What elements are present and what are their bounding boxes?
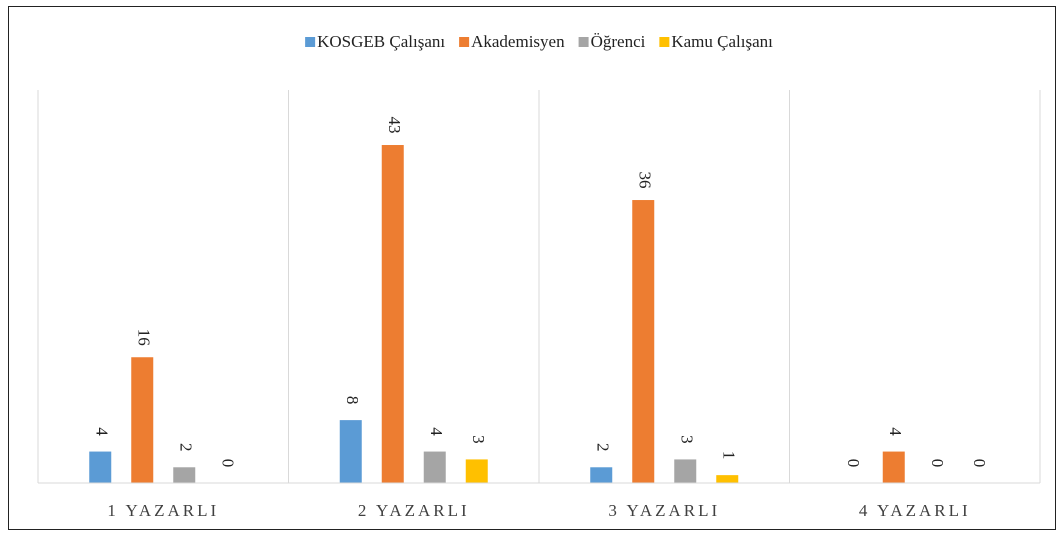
data-label: 36	[635, 172, 654, 189]
data-label: 0	[970, 459, 989, 468]
data-label: 3	[677, 435, 696, 444]
bar	[674, 459, 697, 483]
legend-swatch	[578, 37, 589, 47]
data-label: 4	[886, 427, 905, 436]
bar	[131, 357, 154, 483]
data-label: 1	[719, 451, 738, 460]
bar	[590, 467, 613, 483]
data-label: 0	[218, 459, 237, 468]
bar	[423, 451, 446, 483]
x-tick-label: 3 YAZARLI	[608, 501, 720, 520]
bar	[882, 451, 905, 483]
data-label: 4	[427, 427, 446, 436]
bar	[381, 145, 404, 483]
bar	[339, 420, 362, 483]
x-tick-label: 1 YAZARLI	[107, 501, 219, 520]
bar	[716, 475, 739, 483]
bar	[89, 451, 112, 483]
bar	[465, 459, 488, 483]
data-label: 2	[593, 443, 612, 452]
bar	[632, 200, 655, 484]
data-label: 4	[92, 427, 111, 436]
bar	[173, 467, 196, 483]
data-label: 8	[343, 396, 362, 405]
legend-swatch	[659, 37, 670, 47]
legend-swatch	[305, 37, 316, 47]
data-label: 0	[928, 459, 947, 468]
data-label: 43	[385, 117, 404, 134]
legend-label: Öğrenci	[591, 32, 646, 51]
x-tick-label: 2 YAZARLI	[358, 501, 470, 520]
data-label: 16	[134, 329, 153, 346]
data-label: 2	[176, 443, 195, 452]
legend-label: KOSGEB Çalışanı	[317, 32, 445, 51]
data-label: 3	[469, 435, 488, 444]
legend-swatch	[459, 37, 470, 47]
x-tick-label: 4 YAZARLI	[859, 501, 971, 520]
data-label: 0	[844, 459, 863, 468]
legend-label: Kamu Çalışanı	[671, 32, 773, 51]
legend-label: Akademisyen	[471, 32, 565, 51]
chart-frame	[8, 6, 1056, 530]
